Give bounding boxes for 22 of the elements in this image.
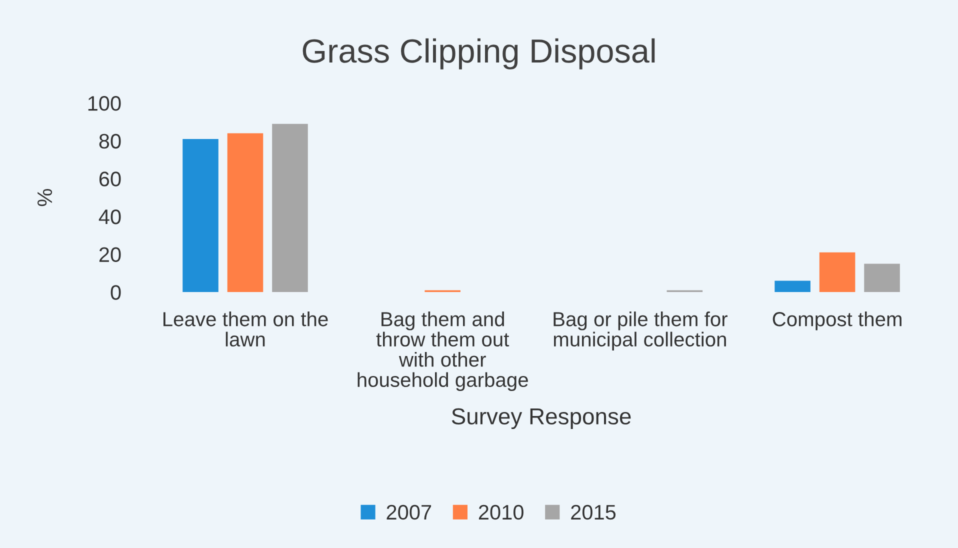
x-tick-label: Leave them on the lawn (163, 312, 328, 347)
x-axis-title: Survey Response (452, 408, 631, 430)
y-tick-label: 100 (88, 96, 121, 111)
bar (182, 138, 218, 292)
y-tick-label: 0 (110, 285, 121, 300)
bar (774, 280, 810, 292)
legend-label: 2010 (478, 504, 524, 520)
y-tick-label: 20 (99, 247, 121, 262)
bar (227, 133, 264, 292)
y-tick-label: 80 (99, 134, 121, 149)
x-tick-label: Compost them (772, 312, 902, 330)
x-tick-label: Bag or pile them for municipal collection (554, 312, 728, 351)
x-tick-label: Bag them and throw them out with other household garbage (358, 312, 528, 391)
y-tick-label: 40 (98, 209, 121, 224)
bar (864, 264, 900, 292)
chart-title: Grass Clipping Disposal (302, 38, 655, 70)
legend-label: 2007 (386, 504, 432, 520)
bar (272, 124, 308, 292)
y-axis-title: % (37, 189, 52, 206)
bar (819, 252, 856, 292)
y-tick-label: 60 (99, 172, 121, 186)
legend-label: 2015 (571, 504, 616, 520)
